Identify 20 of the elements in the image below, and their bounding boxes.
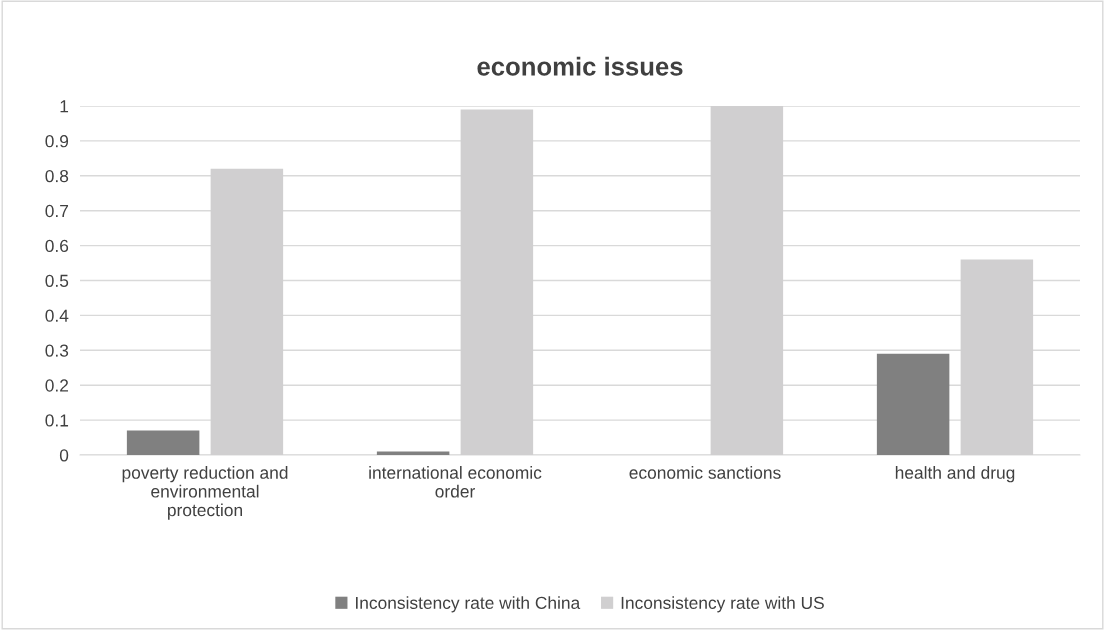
x-tick-label: economic sanctions [629, 466, 781, 479]
bar [876, 353, 950, 455]
y-tick-label: 1 [60, 100, 69, 113]
legend-label: Inconsistency rate with China [356, 596, 581, 613]
y-tick-label: 0.7 [45, 204, 69, 218]
chart-title: economic issues [477, 56, 683, 76]
legend-label: Inconsistency rate with US [621, 596, 824, 613]
y-tick-label: 0 [59, 449, 69, 462]
y-tick-label: 0.1 [45, 414, 69, 427]
x-tick-label: poverty reduction and environmental protection [122, 466, 288, 520]
bar [126, 430, 200, 455]
y-tick-label: 0.9 [45, 135, 69, 148]
x-tick-label: international economic order [369, 466, 542, 498]
y-tick-label: 0.4 [45, 309, 69, 322]
y-tick-label: 0.5 [45, 274, 69, 287]
y-tick-label: 0.2 [45, 379, 69, 392]
y-tick-label: 0.8 [45, 169, 69, 183]
x-tick-label: health and drug [895, 466, 1015, 483]
y-tick-label: 0.3 [45, 344, 69, 357]
y-tick-label: 0.6 [45, 239, 69, 253]
